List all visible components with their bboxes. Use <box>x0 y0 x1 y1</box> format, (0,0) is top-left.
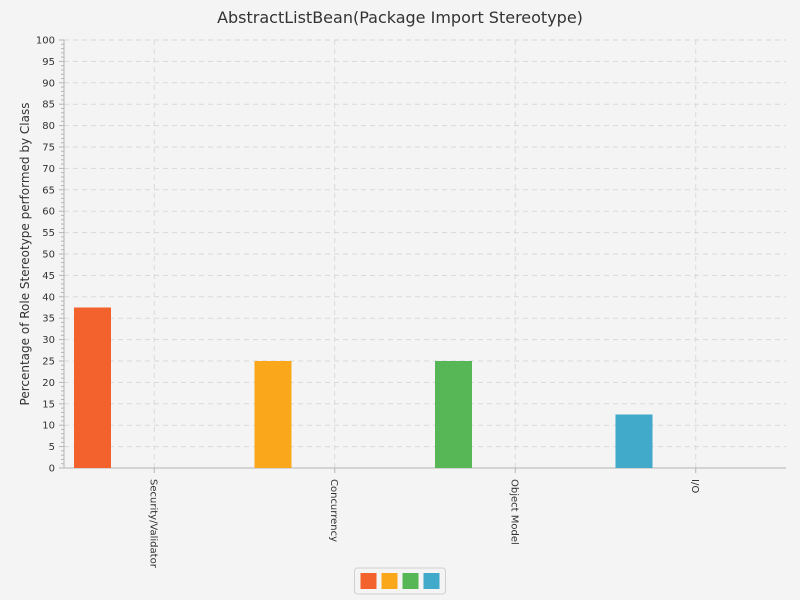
y-tick-label: 65 <box>42 185 55 196</box>
y-tick-label: 45 <box>42 271 55 282</box>
y-tick-label: 80 <box>42 121 55 132</box>
y-tick-label: 20 <box>42 378 55 389</box>
chart-title: AbstractListBean(Package Import Stereoty… <box>217 8 583 27</box>
axes: 0 5 10 15 20 25 30 35 40 45 50 55 60 65 70 75 80 85 90 95 10… <box>36 36 786 475</box>
y-tick-label: 75 <box>42 143 55 154</box>
y-tick-label: 30 <box>42 335 55 346</box>
y-tick-label: 60 <box>42 207 55 218</box>
x-tick-label: I/O <box>689 479 700 493</box>
y-tick-label: 15 <box>42 399 55 410</box>
legend-swatch[interactable] <box>423 573 440 589</box>
legend-swatch[interactable] <box>381 573 398 589</box>
y-tick-label: 100 <box>36 36 55 47</box>
bar-i-o <box>615 414 653 468</box>
y-tick-label: 90 <box>42 78 55 89</box>
bar-concurrency <box>254 361 292 468</box>
x-tick-label: Security/Validator <box>147 479 158 569</box>
legend <box>354 567 446 595</box>
grid-lines <box>64 39 786 468</box>
y-tick-label: 95 <box>42 57 55 68</box>
y-tick-label: 40 <box>42 292 55 303</box>
y-tick-label: 10 <box>42 421 55 432</box>
bars <box>74 307 653 468</box>
y-tick-label: 55 <box>42 228 55 239</box>
y-tick-label: 25 <box>42 357 55 368</box>
y-axis-label: Percentage of Role Stereotype performed … <box>18 103 32 406</box>
y-tick-label: 0 <box>49 464 55 475</box>
y-tick-label: 70 <box>42 164 55 175</box>
legend-swatch[interactable] <box>360 573 377 589</box>
category-labels: Security/Validator Concurrency Object Mode… <box>147 479 700 569</box>
y-tick-label: 50 <box>42 250 55 261</box>
bar-security-validator <box>74 307 111 468</box>
bar-object-model <box>435 361 472 468</box>
legend-swatch[interactable] <box>402 573 419 589</box>
y-tick-label: 5 <box>49 442 55 453</box>
x-tick-label: Object Model <box>508 479 519 545</box>
y-tick-label: 85 <box>42 100 55 111</box>
x-tick-label: Concurrency <box>328 479 339 542</box>
legend-frame <box>354 567 446 595</box>
y-tick-label: 35 <box>42 314 55 325</box>
